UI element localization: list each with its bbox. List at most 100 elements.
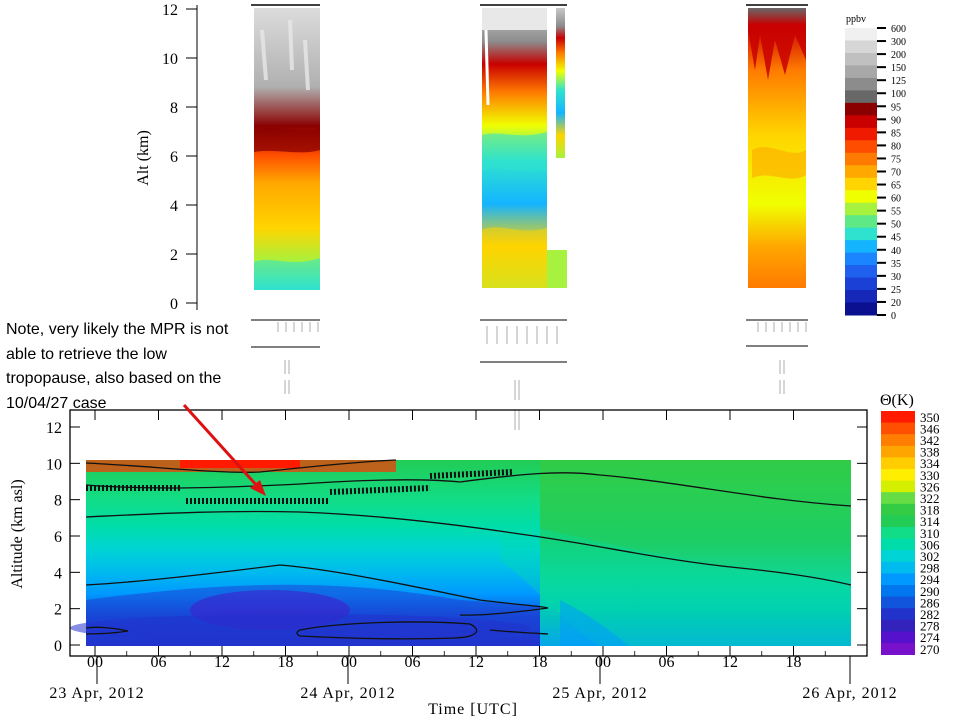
theta-colorbar-swatch: [881, 503, 915, 516]
top-minor-tick-marks: [277, 322, 807, 430]
bottom-x-axis-label: Time [UTC]: [428, 701, 518, 718]
date-label: 26 Apr, 2012: [802, 685, 897, 702]
ozone-colorbar-swatch: [845, 165, 877, 179]
annotation-note-line-1: Note, very likely the MPR is not: [6, 321, 229, 338]
top-ozone-chart: 0 2 4 6 8 10 12 Alt (km): [135, 2, 906, 430]
bottom-x-tick-label: 18: [786, 654, 802, 671]
ozone-colorbar-label: 70: [891, 168, 901, 179]
annotation-note-line-3: tropopause, also based on the: [6, 370, 222, 387]
theta-colorbar-swatch: [881, 608, 915, 621]
bottom-y-tick-label: 0: [54, 638, 62, 655]
bottom-x-tick-label: 00: [341, 654, 357, 671]
top-y-tick-label: 10: [162, 51, 178, 68]
ozone-colorbar-swatch: [845, 227, 877, 241]
theta-colorbar-label: 294: [920, 572, 940, 587]
theta-colorbar-swatch: [881, 457, 915, 470]
tropopause-markers: [86, 469, 513, 504]
ozone-colorbar-swatch: [845, 77, 877, 91]
theta-colorbar-label: 306: [920, 537, 940, 552]
bottom-x-tick-label: 00: [87, 654, 103, 671]
ozone-colorbar-swatch: [845, 65, 877, 79]
ozone-colorbar-label: 85: [891, 128, 901, 139]
theta-colorbar-swatch: [881, 573, 915, 586]
bottom-plot-frame: [69, 409, 868, 657]
ozone-colorbar-swatch: [845, 302, 877, 316]
bottom-x-tick-label: 12: [468, 654, 484, 671]
bottom-date-labels: 23 Apr, 2012 24 Apr, 2012 25 Apr, 2012 26 A…: [49, 656, 897, 702]
bottom-x-tick-label: 12: [214, 654, 230, 671]
theta-colorbar-unit: Θ(K): [880, 392, 914, 409]
bottom-x-ticks: 00 06 12 18 00 06 12 18 00 06 12 18: [87, 410, 826, 671]
top-y-ticks: 0 2 4 6 8 10 12: [162, 2, 197, 313]
theta-colorbar-label: 318: [920, 503, 940, 518]
bottom-x-tick-label: 18: [278, 654, 294, 671]
bottom-x-tick-label: 06: [659, 654, 675, 671]
ozone-colorbar-label: 20: [891, 298, 901, 309]
annotation-arrow: [182, 403, 266, 496]
theta-colorbar-swatch: [881, 561, 915, 574]
ozone-colorbar-label: 40: [891, 246, 901, 257]
bottom-x-tick-label: 18: [532, 654, 548, 671]
profile-block-3: [746, 4, 808, 347]
theta-colorbar-label: 334: [920, 456, 940, 471]
ozone-colorbar-swatch: [845, 28, 877, 41]
theta-colorbar-label: 330: [920, 468, 940, 483]
ozone-colorbar-label: 150: [891, 63, 906, 74]
bottom-x-tick-label: 06: [151, 654, 167, 671]
ozone-colorbar-swatch: [845, 115, 877, 129]
theta-colorbar-swatch: [881, 631, 915, 644]
theta-colorbar-label: 310: [920, 526, 940, 541]
ozone-colorbar-label: 100: [891, 89, 906, 100]
date-label: 25 Apr, 2012: [552, 685, 647, 702]
theta-colorbar-label: 298: [920, 561, 940, 576]
ozone-colorbar-swatch: [845, 277, 877, 291]
theta-colorbar-label: 278: [920, 619, 940, 634]
ozone-colorbar-swatch: [845, 90, 877, 104]
ozone-colorbar-label: 95: [891, 102, 901, 113]
bottom-y-axis-label: Altitude (km asl): [9, 479, 26, 588]
ozone-colorbar-label: 600: [891, 24, 906, 35]
theta-colorbar-swatch: [881, 643, 915, 655]
ozone-colorbar-swatch: [845, 202, 877, 216]
ozone-colorbar-swatch: [845, 102, 877, 116]
theta-colorbar-swatch: [881, 585, 915, 597]
theta-colorbar-swatch: [881, 422, 915, 435]
date-label: 24 Apr, 2012: [300, 685, 395, 702]
ozone-colorbar-swatch: [845, 52, 877, 66]
ozone-colorbar-swatch: [845, 265, 877, 279]
theta-colorbar-swatch: [881, 527, 915, 539]
ozone-colorbar-label: 25: [891, 285, 901, 296]
theta-colorbar-label: 342: [920, 433, 940, 448]
bottom-y-tick-label: 4: [54, 565, 62, 582]
theta-colorbar-label: 346: [920, 421, 940, 436]
theta-colorbar-label: 326: [920, 479, 940, 494]
top-y-tick-label: 12: [162, 2, 178, 19]
theta-colorbar-label: 302: [920, 549, 940, 564]
ozone-colorbar-label: 45: [891, 233, 901, 244]
bottom-y-tick-label: 8: [54, 493, 62, 510]
ozone-colorbar-swatch: [845, 40, 877, 54]
top-y-axis-label: Alt (km): [135, 130, 152, 186]
ozone-colorbar-swatch: [845, 140, 877, 154]
ozone-colorbar-label: 90: [891, 115, 901, 126]
theta-colorbar-swatch: [881, 515, 915, 528]
bottom-y-tick-label: 6: [54, 529, 62, 546]
annotation-note-line-4: 10/04/27 case: [6, 394, 107, 412]
top-y-tick-label: 0: [170, 296, 178, 313]
theta-colorbar-swatch: [881, 492, 915, 505]
ozone-colorbar-swatch: [845, 127, 877, 141]
theta-colorbar-swatch: [881, 469, 915, 481]
theta-colorbar-label: 314: [920, 514, 940, 529]
ozone-colorbar-swatch: [845, 152, 877, 166]
ozone-colorbar-label: 300: [891, 37, 906, 48]
theta-colorbar-swatch: [881, 411, 915, 423]
ozone-colorbar-label: 200: [891, 50, 906, 61]
theta-colorbar-label: 270: [920, 642, 940, 657]
ozone-colorbar-label: 60: [891, 194, 901, 205]
theta-colorbar-swatch: [881, 538, 915, 551]
ozone-colorbar-label: 0: [891, 311, 896, 322]
ozone-colorbar-label: 125: [891, 76, 906, 87]
ozone-colorbar-swatch: [845, 252, 877, 266]
ozone-colorbar: ppbv 60030020015012510095908580757065605…: [845, 14, 906, 322]
ozone-colorbar-label: 35: [891, 259, 901, 270]
